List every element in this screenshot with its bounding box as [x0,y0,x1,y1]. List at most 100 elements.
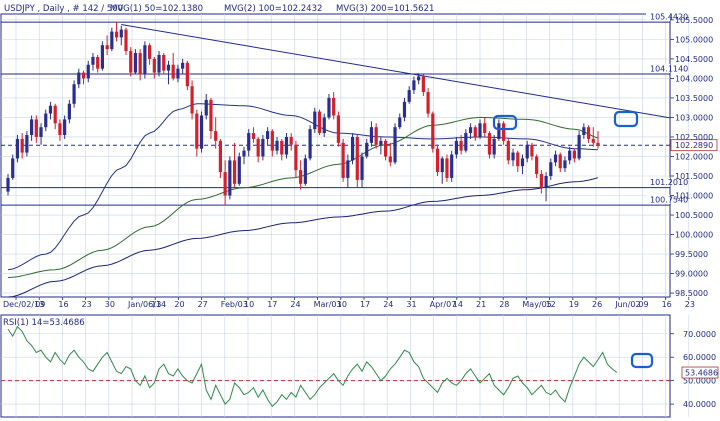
candle-body [322,117,326,134]
y-tick-label: 98.5000 [675,289,708,298]
candle-body [6,177,10,192]
rsi-series [7,325,618,408]
candle-body [487,133,492,155]
moving-average-3 [7,177,599,298]
highlight-box [613,110,639,128]
y-tick-label: 103.5000 [675,94,713,103]
x-tick-label: 09 [35,300,45,309]
y-tick-label: 101.5000 [675,172,713,181]
candle-body [412,80,416,91]
highlight-box [492,114,518,131]
candle-body [520,158,525,167]
candle-body [360,156,364,180]
level-label: 105.4420 [650,13,688,22]
current-price-label: 102.2890 [675,141,713,150]
candle-body [232,160,237,184]
candle-body [374,127,378,145]
candle-body [431,113,435,149]
rsi-value-tag [681,366,719,379]
y-tick-label: 105.0000 [675,35,713,44]
x-tick-label: 26 [592,300,602,309]
candle-body [67,103,71,120]
candle-body [171,64,175,79]
candle-body [506,140,510,161]
candle-body [596,142,600,146]
x-tick-label: 17 [360,300,370,309]
candle-body [544,175,548,188]
x-tick-label: 24 [290,300,300,309]
candle-body [25,135,29,153]
candle-body [459,140,463,151]
candle-body [299,170,303,184]
x-tick-label: Jun/02 [614,300,640,309]
x-tick-label: Mar/03 [314,300,342,309]
y-tick-label: 103.0000 [675,113,713,122]
rsi-value-label: 53.4686 [685,369,718,378]
candle-body [53,105,57,124]
x-tick-label: 24 [383,300,393,309]
x-tick-label: 27 [198,300,208,309]
y-tick-label: 102.5000 [675,133,713,142]
level-label: 101.2010 [650,178,688,187]
candle-body [280,140,284,155]
header-mvg2: MVG(2) 100=102.2432 [224,4,322,14]
x-tick-label: Jan/06/14 [127,300,166,309]
candle-body [468,127,473,134]
candle-body [199,115,204,149]
candle-body [39,127,43,137]
x-tick-label: 31 [406,300,416,309]
candle-body [133,53,138,73]
candle-body [143,45,147,75]
candle-body [270,131,274,151]
rsi-y-tick-label: 50.0000 [683,377,716,386]
candle-body [209,99,213,132]
candle-body [421,76,425,93]
candle-body [450,154,454,178]
price-y-axis: 105.5000 105.0000 104.5000 104.0000 103.5000… [670,16,713,298]
current-price-tag [670,139,718,152]
candle-body [176,68,180,79]
y-tick-label: 104.5000 [675,55,713,64]
rsi-panel: 70.0000 60.0000 50.0000 40.0000 53.4686 RSI(… [0,314,719,418]
header-mvg1: MVG(1) 50=102.1380 [110,4,203,14]
candle-body [591,138,595,143]
level-label-bg [646,12,670,22]
candle-body [48,105,53,114]
candle-body [266,131,270,139]
y-tick-label: 100.5000 [675,211,713,220]
candle-body [96,56,100,69]
candle-body [162,54,166,71]
candle-body [30,119,34,136]
candle-body [355,136,359,180]
x-tick-label: 12 [546,300,556,309]
candle-body [379,140,383,145]
candle-body [261,138,265,157]
x-tick-label: 13 [151,300,161,309]
highlight-box [630,352,654,369]
candle-body [34,119,38,137]
candle-body [502,123,506,141]
candle-body [586,127,591,139]
candle-body [478,123,482,137]
x-tick-label: 21 [476,300,486,309]
candle-body [242,150,246,157]
rsi-line [7,325,618,408]
candle-body [530,144,534,157]
x-tick-label: 16 [58,300,68,309]
candle-body [105,45,109,50]
x-tick-label: 28 [499,300,509,309]
x-tick-label: 09 [638,300,648,309]
candle-body [77,72,81,85]
horizontal-levels [1,21,670,206]
candle-body [119,29,123,38]
candle-body [152,58,156,73]
candle-body [350,136,355,161]
candle-body [341,142,345,178]
candle-body [435,148,440,173]
candle-body [91,56,95,65]
candle-body [568,150,572,161]
candle-body [553,154,558,163]
candle-body [384,140,388,157]
